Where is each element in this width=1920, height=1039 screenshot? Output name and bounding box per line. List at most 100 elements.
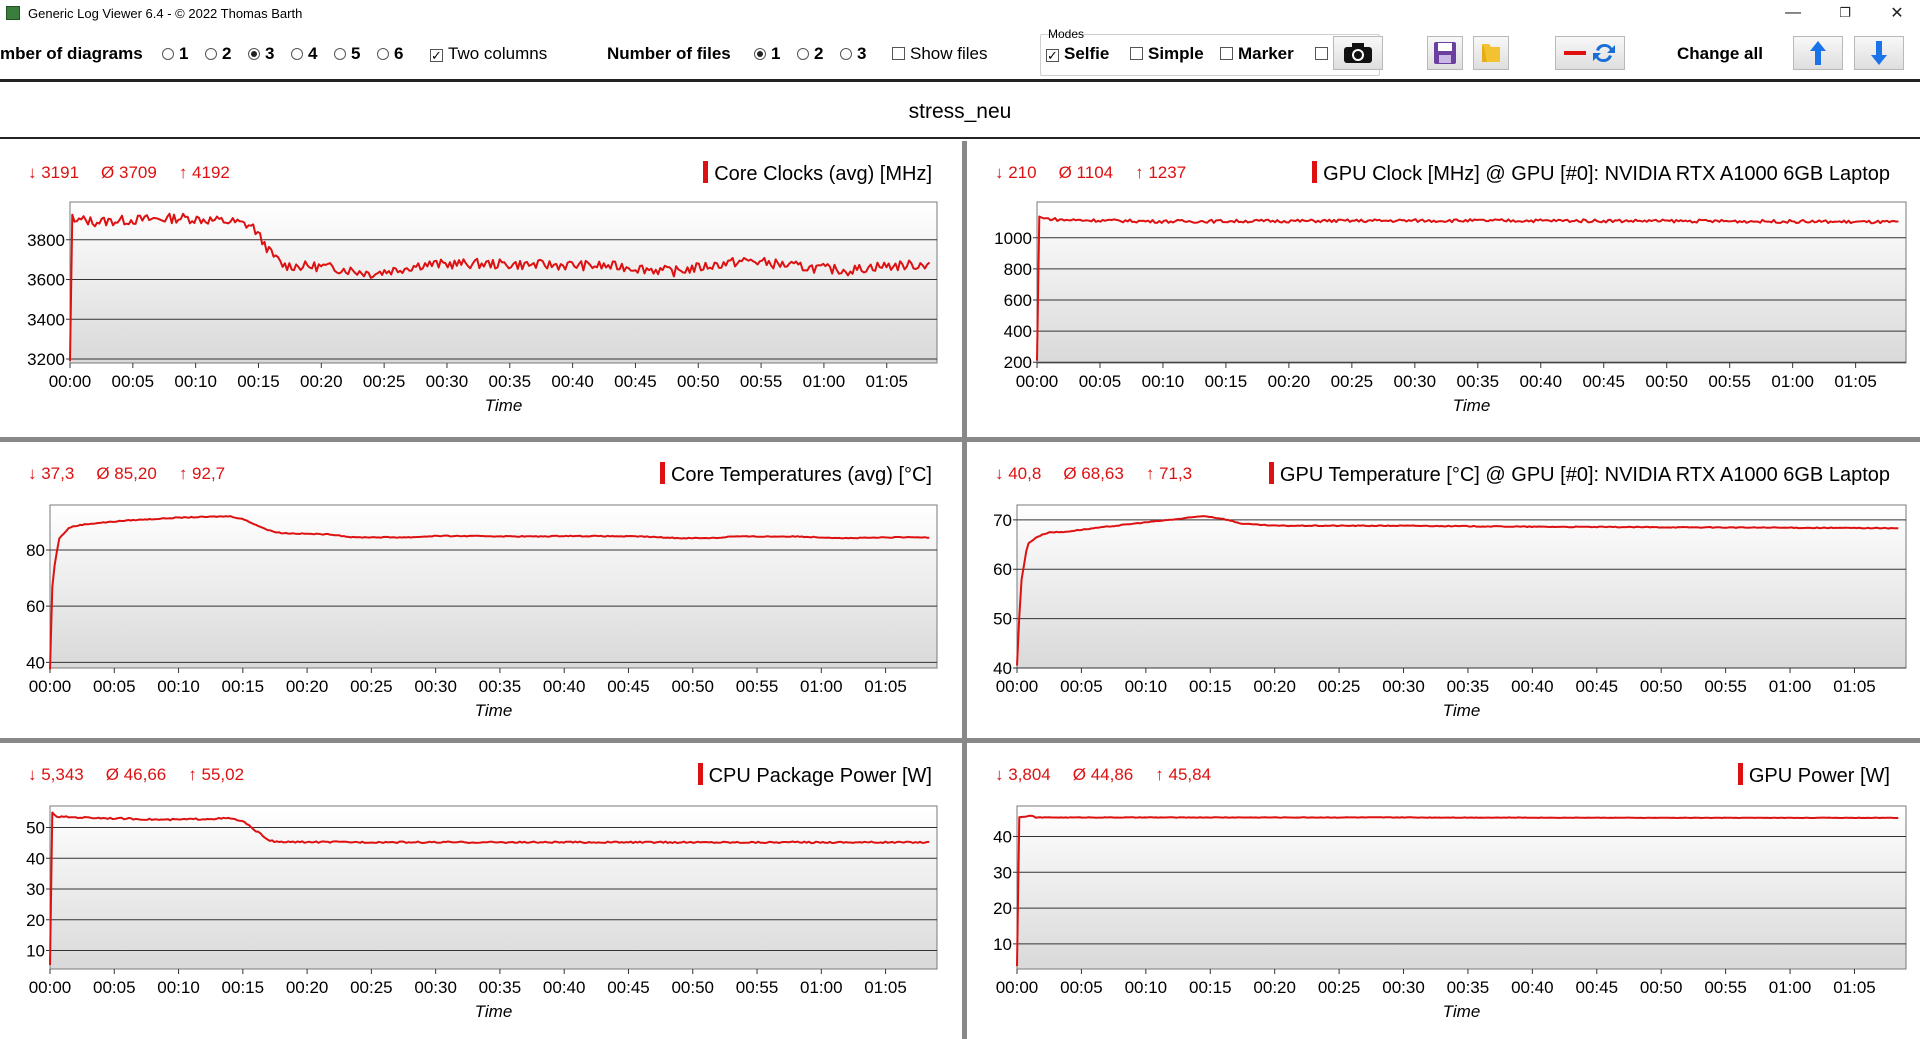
toggle-line-button[interactable]	[1555, 36, 1625, 70]
x-tick-label: 00:15	[1189, 677, 1232, 696]
chart-panel[interactable]: ↓ 3191 Ø 3709 ↑ 4192 Core Clocks (avg) [MHz…	[0, 141, 962, 437]
x-tick-label: 00:00	[996, 677, 1039, 696]
line-chart[interactable]: 10 20 30 40 50 00:00 00:05 00:10 00:15 00:20 00:25…	[0, 743, 962, 1039]
selfie-check-icon: ✓	[1046, 48, 1059, 63]
stat-max: ↑ 92,7	[178, 464, 226, 483]
y-tick-label: 40	[993, 827, 1012, 846]
x-tick-label: 00:55	[736, 677, 779, 696]
selfie-label: Selfie	[1064, 44, 1110, 63]
stat-min: ↓ 210	[995, 163, 1037, 182]
move-down-button[interactable]	[1854, 36, 1904, 70]
x-tick-label: 00:55	[1704, 677, 1747, 696]
line-chart[interactable]: 40 50 60 70 00:00 00:05 00:10 00:15 00:20 00:25 00…	[967, 442, 1920, 738]
selfie-checkbox[interactable]: ✓ Selfie	[1046, 44, 1109, 64]
diagram-count-3[interactable]: 3	[248, 44, 274, 64]
row-divider[interactable]	[0, 437, 1920, 442]
file-count-2-radio-icon	[797, 48, 809, 60]
minimize-button[interactable]: —	[1785, 4, 1801, 21]
series-line	[1016, 814, 1899, 967]
plot-area	[1036, 201, 1907, 364]
show-files-checkbox[interactable]: Show files	[892, 44, 987, 64]
x-axis-label: Time	[475, 701, 513, 720]
x-tick-label: 00:05	[112, 372, 155, 391]
file-count-1-label: 1	[771, 44, 781, 63]
diagram-count-2-radio-icon	[205, 48, 217, 60]
series-line	[49, 811, 930, 966]
diagram-count-5-radio-icon	[334, 48, 346, 60]
stat-max: ↑ 71,3	[1145, 464, 1193, 483]
x-tick-label: 00:30	[1382, 677, 1425, 696]
chart-stats: ↓ 37,3 Ø 85,20 ↑ 92,7	[28, 464, 247, 484]
chart-panel[interactable]: ↓ 210 Ø 1104 ↑ 1237 GPU Clock [MHz] @ GPU […	[967, 141, 1920, 437]
x-tick-label: 00:25	[1331, 372, 1374, 391]
stat-min: ↓ 37,3	[28, 464, 75, 483]
file-count-2[interactable]: 2	[797, 44, 823, 64]
line-chart[interactable]: 200 400 600 800 1000 00:00 00:05 00:10 00:15 00:2…	[967, 141, 1920, 437]
diagram-count-3-radio-icon	[248, 48, 260, 60]
x-tick-label: 00:50	[1645, 372, 1688, 391]
screenshot-button[interactable]	[1333, 36, 1383, 70]
x-tick-label: 00:10	[157, 677, 200, 696]
diagram-count-6[interactable]: 6	[377, 44, 403, 64]
save-button[interactable]	[1427, 36, 1463, 70]
two-columns-checkbox[interactable]: ✓ Two columns	[430, 44, 547, 64]
diagram-count-2[interactable]: 2	[205, 44, 231, 64]
chart-stats: ↓ 40,8 Ø 68,63 ↑ 71,3	[995, 464, 1214, 484]
x-tick-label: 00:30	[1394, 372, 1437, 391]
simple-checkbox[interactable]: Simple	[1130, 44, 1204, 64]
row-divider[interactable]	[0, 738, 1920, 743]
x-tick-label: 00:05	[1079, 372, 1122, 391]
x-tick-label: 00:45	[1582, 372, 1625, 391]
move-up-button[interactable]	[1793, 36, 1843, 70]
chart-panel[interactable]: ↓ 37,3 Ø 85,20 ↑ 92,7 Core Temperatures (av…	[0, 442, 962, 738]
chart-panel[interactable]: ↓ 40,8 Ø 68,63 ↑ 71,3 GPU Temperature [°C] …	[967, 442, 1920, 738]
line-chart[interactable]: 10 20 30 40 00:00 00:05 00:10 00:15 00:20 00:25 00…	[967, 743, 1920, 1039]
stat-max: ↑ 4192	[178, 163, 230, 182]
file-count-3[interactable]: 3	[840, 44, 866, 64]
x-tick-label: 00:10	[1142, 372, 1185, 391]
stat-avg: Ø 68,63	[1063, 464, 1124, 483]
stat-max: ↑ 55,02	[188, 765, 245, 784]
file-count-2-label: 2	[814, 44, 824, 63]
diagram-count-5-label: 5	[351, 44, 361, 63]
chart-panel[interactable]: ↓ 3,804 Ø 44,86 ↑ 45,84 GPU Power [W] 10 20 30…	[967, 743, 1920, 1039]
x-tick-label: 00:35	[479, 978, 522, 997]
line-chart[interactable]: 3200 3400 3600 3800 00:00 00:05 00:10 00:15 00:2…	[0, 141, 962, 437]
x-tick-label: 00:00	[29, 978, 72, 997]
y-tick-label: 10	[26, 942, 45, 961]
open-folder-button[interactable]	[1473, 36, 1509, 70]
diagram-count-1[interactable]: 1	[162, 44, 188, 64]
y-tick-label: 50	[993, 610, 1012, 629]
stat-avg: Ø 3709	[101, 163, 157, 182]
stat-min: ↓ 3191	[28, 163, 80, 182]
close-button[interactable]: ✕	[1890, 5, 1904, 22]
diagram-count-5[interactable]: 5	[334, 44, 360, 64]
diagram-count-4[interactable]: 4	[291, 44, 317, 64]
marker-checkbox[interactable]: Marker	[1220, 44, 1294, 64]
maximize-button[interactable]: ❐	[1839, 5, 1851, 20]
x-tick-label: 00:00	[1016, 372, 1059, 391]
plot-area	[49, 504, 938, 669]
x-tick-label: 00:35	[479, 677, 522, 696]
change-all-label: Change all	[1677, 44, 1763, 63]
arrow-down-icon	[1871, 41, 1887, 65]
y-tick-label: 600	[1004, 291, 1032, 310]
x-tick-label: 00:40	[543, 978, 586, 997]
show-files-label: Show files	[910, 44, 988, 63]
x-tick-label: 00:45	[1576, 677, 1619, 696]
chart-panel[interactable]: ↓ 5,343 Ø 46,66 ↑ 55,02 CPU Package Power […	[0, 743, 962, 1039]
x-tick-label: 00:10	[157, 978, 200, 997]
extra-mode-checkbox[interactable]	[1315, 44, 1333, 64]
y-tick-label: 3400	[27, 310, 65, 329]
x-axis-label: Time	[475, 1002, 513, 1021]
diagram-count-6-radio-icon	[377, 48, 389, 60]
x-tick-label: 00:15	[237, 372, 280, 391]
x-tick-label: 00:30	[414, 978, 457, 997]
x-tick-label: 00:10	[174, 372, 217, 391]
column-divider[interactable]	[962, 141, 967, 1039]
x-tick-label: 01:05	[1833, 677, 1876, 696]
file-count-1[interactable]: 1	[754, 44, 780, 64]
two-columns-label: Two columns	[448, 44, 548, 63]
stat-avg: Ø 1104	[1058, 163, 1114, 182]
line-chart[interactable]: 40 60 80 00:00 00:05 00:10 00:15 00:20 00:25 00:3…	[0, 442, 962, 738]
